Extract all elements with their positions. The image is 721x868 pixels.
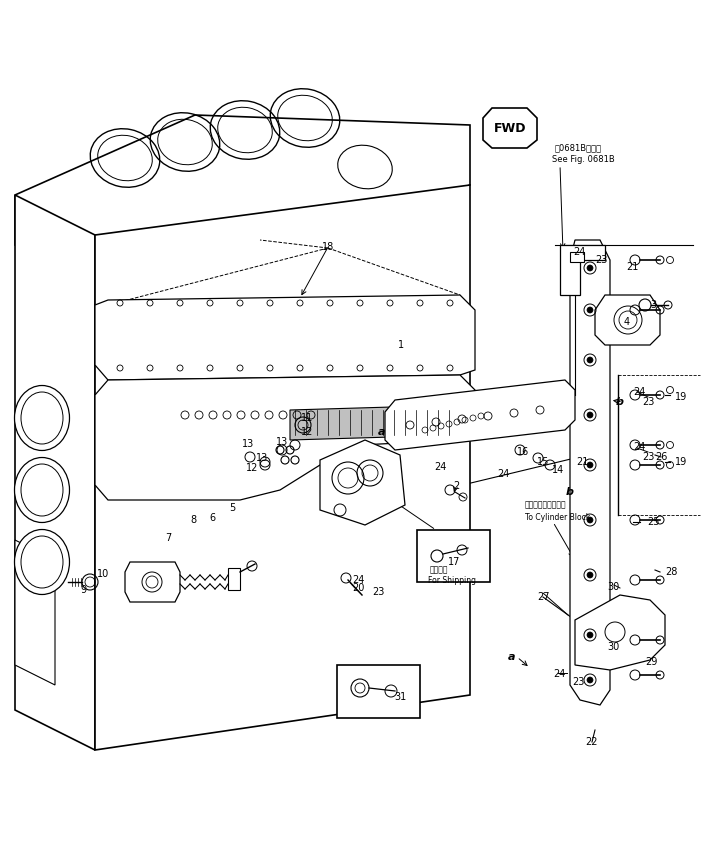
Text: 14: 14 [552, 465, 564, 475]
Ellipse shape [14, 529, 69, 595]
Text: 29: 29 [645, 657, 657, 667]
Circle shape [587, 517, 593, 523]
Ellipse shape [14, 385, 69, 450]
Circle shape [587, 357, 593, 363]
Text: 15: 15 [537, 457, 549, 467]
Polygon shape [95, 295, 475, 380]
Ellipse shape [14, 457, 69, 523]
Text: 24: 24 [434, 462, 446, 472]
Text: 16: 16 [517, 447, 529, 457]
Bar [417, 530, 490, 582]
Text: 7: 7 [165, 533, 171, 543]
Polygon shape [15, 115, 470, 255]
Polygon shape [290, 405, 460, 440]
Text: 21: 21 [576, 457, 588, 467]
Polygon shape [385, 380, 575, 450]
Text: 23: 23 [595, 255, 607, 265]
Polygon shape [570, 240, 610, 705]
Polygon shape [595, 295, 660, 345]
Text: 30: 30 [607, 582, 619, 592]
Text: 5: 5 [229, 503, 235, 513]
Text: 24: 24 [633, 387, 645, 397]
Text: 9: 9 [80, 585, 86, 595]
Text: b: b [616, 397, 624, 407]
Text: 21: 21 [626, 262, 638, 272]
Polygon shape [95, 375, 475, 500]
Text: 13: 13 [256, 453, 268, 463]
Text: 12: 12 [246, 463, 258, 473]
Text: 図0681B図参照: 図0681B図参照 [555, 143, 602, 153]
Text: For Shipping: For Shipping [428, 576, 476, 585]
Circle shape [587, 572, 593, 578]
Polygon shape [15, 540, 55, 685]
Text: 24: 24 [572, 247, 585, 257]
Polygon shape [125, 562, 180, 602]
Text: 23: 23 [642, 452, 654, 462]
Bar [570, 252, 584, 262]
Polygon shape [560, 245, 605, 295]
Text: 24: 24 [633, 442, 645, 452]
Bar [337, 665, 420, 718]
Circle shape [587, 462, 593, 468]
Circle shape [587, 412, 593, 418]
Text: 10: 10 [97, 569, 109, 579]
Polygon shape [320, 440, 405, 525]
Text: 18: 18 [322, 242, 334, 252]
Text: To Cylinder Block: To Cylinder Block [525, 513, 590, 522]
Text: 24: 24 [352, 575, 364, 585]
Text: 30: 30 [607, 642, 619, 652]
Text: 13: 13 [276, 437, 288, 447]
Text: 19: 19 [675, 392, 687, 402]
Text: 27: 27 [536, 592, 549, 602]
Bar [228, 568, 240, 590]
Polygon shape [575, 595, 665, 670]
Text: 23: 23 [642, 397, 654, 407]
Text: 24: 24 [553, 669, 565, 679]
Text: 20: 20 [352, 583, 364, 593]
Text: 8: 8 [190, 515, 196, 525]
Text: 12: 12 [301, 427, 313, 437]
Polygon shape [15, 195, 95, 750]
Text: 24: 24 [497, 469, 509, 479]
Polygon shape [95, 185, 470, 750]
Circle shape [587, 265, 593, 271]
Text: b: b [566, 487, 574, 497]
Text: 11: 11 [301, 413, 313, 423]
Text: 2: 2 [453, 481, 459, 491]
Circle shape [587, 677, 593, 683]
Text: 13: 13 [242, 439, 254, 449]
Circle shape [587, 632, 593, 638]
Text: 3: 3 [650, 300, 656, 310]
Text: 31: 31 [394, 692, 406, 702]
Text: a: a [379, 427, 386, 437]
Text: FWD: FWD [494, 122, 526, 135]
Text: 23: 23 [572, 677, 584, 687]
Text: 1: 1 [398, 340, 404, 350]
Text: 23: 23 [372, 587, 384, 597]
Circle shape [587, 307, 593, 313]
Polygon shape [483, 108, 537, 148]
Text: 26: 26 [655, 452, 667, 462]
Text: 19: 19 [675, 457, 687, 467]
Text: 25: 25 [647, 517, 659, 527]
Text: a: a [508, 652, 516, 662]
Text: 6: 6 [209, 513, 215, 523]
Text: シリンダブロックへ: シリンダブロックへ [525, 500, 567, 509]
Text: 22: 22 [585, 737, 598, 747]
Text: See Fig. 0681B: See Fig. 0681B [552, 155, 615, 165]
Text: 運搬部品: 運搬部品 [430, 565, 448, 574]
Text: 17: 17 [448, 557, 460, 567]
Text: 28: 28 [665, 567, 677, 577]
Text: 4: 4 [624, 317, 630, 327]
